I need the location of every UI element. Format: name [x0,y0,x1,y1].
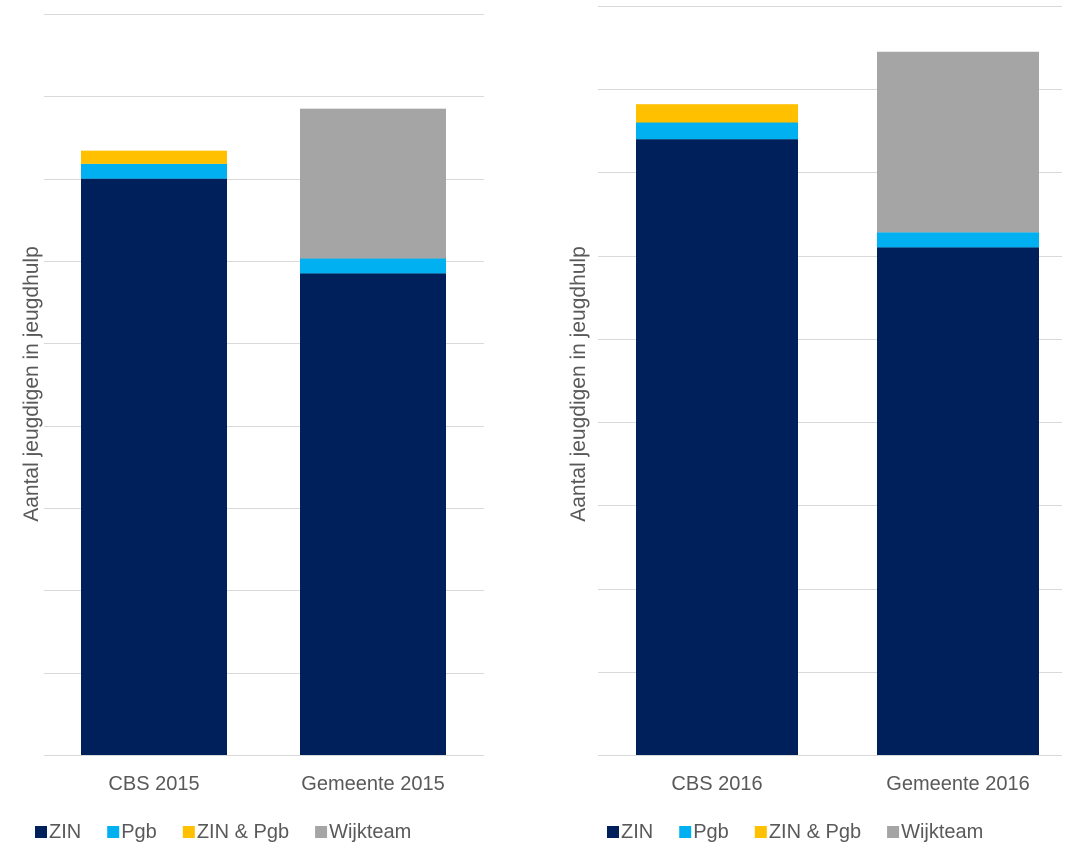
bar-segment-wijkteam [877,51,1039,233]
legend-label: ZIN & Pgb [769,821,861,843]
bar-segment-zin [300,273,446,755]
bar-segment-pgb [300,258,446,274]
bar-segment-pgb [81,163,227,179]
legend-swatch [107,826,120,838]
legend-swatch [182,826,195,838]
x-tick-label: CBS 2016 [671,773,762,795]
legend-swatch [607,826,619,838]
legend: ZIN Pgb ZIN & Pgb Wijkteam [607,821,983,843]
legend: ZIN Pgb ZIN & Pgb Wijkteam [35,821,411,843]
x-tick-label: Gemeente 2015 [301,773,444,795]
y-axis-label: Aantal jeugdigen in jeugdhulp [20,246,43,522]
legend-swatch [887,826,900,838]
bar-segment-zin [636,139,798,756]
legend-swatch [754,826,767,838]
bar-segment-zin-pgb [636,104,798,123]
bar-segment-pgb [877,232,1039,248]
bar-segment-zin-pgb [81,150,227,164]
chart-1: CBS 2015 Gemeente 2015 Aantal jeugdigen in… [20,14,484,843]
legend-label: Pgb [121,821,157,843]
x-tick-label: Gemeente 2016 [886,773,1029,795]
legend-label: ZIN [49,821,81,843]
legend-label: ZIN & Pgb [197,821,289,843]
legend-label: ZIN [621,821,653,843]
legend-label: Pgb [693,821,729,843]
y-axis-label: Aantal jeugdigen in jeugdhulp [567,246,590,522]
legend-swatch [679,826,692,838]
legend-label: Wijkteam [901,821,983,843]
legend-label: Wijkteam [329,821,411,843]
bar-segment-pgb [636,122,798,140]
bar-segment-wijkteam [300,108,446,259]
bar-segment-zin [877,247,1039,755]
chart-2: CBS 2016 Gemeente 2016 Aantal jeugdigen in… [567,6,1062,843]
legend-swatch [315,826,328,838]
bar-segment-zin [81,178,227,755]
legend-swatch [35,826,47,838]
x-tick-label: CBS 2015 [108,773,199,795]
